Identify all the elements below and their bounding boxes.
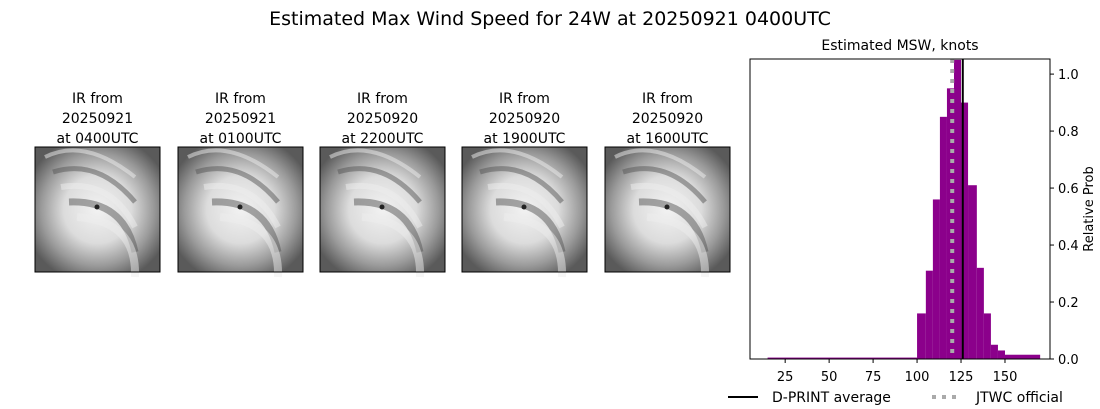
storm-eye [521, 204, 527, 210]
cloud-band [361, 213, 425, 278]
cloud-band [479, 166, 564, 204]
bar [917, 313, 926, 359]
cloud-band [487, 182, 565, 229]
ir-background [35, 147, 160, 272]
cloud-band [630, 182, 708, 229]
storm-eye [237, 204, 243, 210]
cloud-band [471, 148, 564, 179]
panel-label: at 1600UTC [627, 131, 709, 147]
panel-label: at 2200UTC [342, 131, 424, 147]
chart-title: Estimated MSW, knots [821, 38, 978, 54]
x-tick-label: 25 [777, 370, 794, 385]
panel-label: 20250920 [632, 111, 703, 127]
storm-eye [379, 204, 385, 210]
y-axis-label: Relative Prob [1082, 166, 1097, 251]
cloud-band [345, 182, 423, 229]
bar [976, 267, 984, 359]
x-tick-label: 50 [821, 370, 838, 385]
x-tick-label: 150 [993, 370, 1018, 385]
legend-label: D-PRINT average [772, 390, 891, 406]
storm-eye [664, 204, 670, 210]
figure-title: Estimated Max Wind Speed for 24W at 2025… [269, 8, 831, 30]
ir-background [178, 147, 303, 272]
panel-label: IR from [215, 91, 266, 107]
ir-frame [604, 146, 731, 273]
ir-frame [319, 146, 446, 273]
panel-label: at 0100UTC [200, 131, 282, 147]
cloud-band [337, 166, 422, 204]
bar [953, 59, 962, 359]
y-tick-label: 0.2 [1058, 296, 1079, 311]
panel-label: at 0400UTC [57, 131, 139, 147]
ir-image [604, 146, 731, 278]
y-tick-label: 0.8 [1058, 125, 1079, 140]
panel-label: 20250921 [62, 111, 133, 127]
y-tick-label: 0.4 [1058, 239, 1079, 254]
cloud-band [195, 166, 280, 204]
bar [925, 270, 933, 359]
ir-frame [34, 146, 161, 273]
ir-background [320, 147, 445, 272]
legend-label: JTWC official [975, 390, 1063, 406]
y-tick-label: 1.0 [1058, 68, 1079, 83]
cloud-band [203, 182, 281, 229]
cloud-band [614, 148, 707, 179]
cloud-band [329, 148, 422, 179]
panel-label: 20250920 [347, 111, 418, 127]
bar [983, 313, 991, 359]
cloud-band [60, 182, 138, 229]
panel-label: IR from [357, 91, 408, 107]
bar [767, 357, 918, 359]
ir-frame [177, 146, 304, 273]
panel-label: IR from [72, 91, 123, 107]
bar [946, 88, 954, 359]
bar [997, 350, 1005, 359]
panel-label: IR from [642, 91, 693, 107]
cloud-band [503, 213, 567, 278]
bar [961, 102, 969, 359]
ir-image [319, 146, 446, 278]
ir-image [461, 146, 588, 278]
cloud-band [219, 213, 283, 278]
ir-image [177, 146, 304, 278]
plot [767, 59, 1041, 359]
y-tick-label: 0.0 [1058, 353, 1079, 368]
ir-background [605, 147, 730, 272]
bar [932, 199, 940, 359]
ir-frame [461, 146, 588, 273]
plot-frame [749, 58, 1051, 360]
panel-label: IR from [499, 91, 550, 107]
cloud-band [44, 148, 137, 179]
cloud-band [622, 166, 707, 204]
ir-background [462, 147, 587, 272]
panel-label: at 1900UTC [484, 131, 566, 147]
x-tick-label: 75 [865, 370, 882, 385]
cloud-band [76, 213, 140, 278]
bar [1004, 354, 1041, 359]
y-tick-label: 0.6 [1058, 182, 1079, 197]
x-tick-label: 125 [949, 370, 974, 385]
bar [939, 116, 947, 359]
bar [990, 344, 998, 359]
panel-label: 20250921 [205, 111, 276, 127]
cloud-band [187, 148, 280, 179]
x-tick-label: 100 [905, 370, 930, 385]
cloud-band [52, 166, 137, 204]
panel-label: 20250920 [489, 111, 560, 127]
cloud-band [646, 213, 710, 278]
storm-eye [94, 204, 100, 210]
bar [968, 185, 977, 359]
ir-image [34, 146, 161, 278]
